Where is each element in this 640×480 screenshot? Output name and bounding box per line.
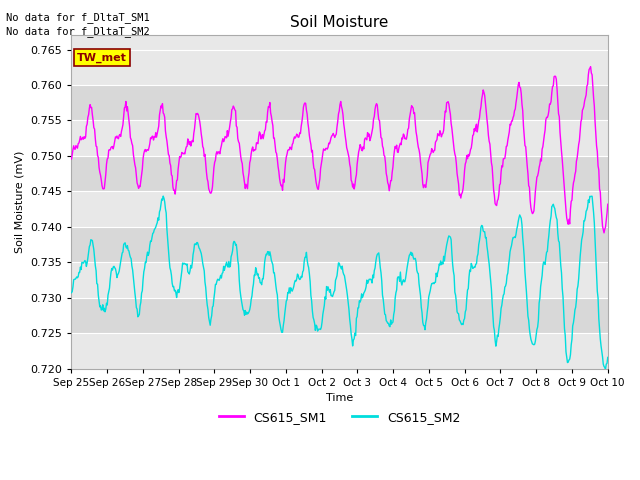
CS615_SM2 xyxy=(602,366,609,372)
CS615_SM1 xyxy=(600,230,608,236)
Bar xyxy=(72,85,608,120)
Text: No data for f_DltaT_SM2: No data for f_DltaT_SM2 xyxy=(6,26,150,37)
Text: TW_met: TW_met xyxy=(77,52,127,62)
Bar xyxy=(72,298,608,333)
Bar xyxy=(72,333,608,369)
CS615_SM1 xyxy=(68,156,76,162)
CS615_SM1 xyxy=(604,202,612,207)
CS615_SM2 xyxy=(159,193,167,199)
CS615_SM1 xyxy=(132,173,140,179)
Legend: CS615_SM1, CS615_SM2: CS615_SM1, CS615_SM2 xyxy=(214,406,465,429)
Bar xyxy=(72,227,608,262)
Bar xyxy=(72,120,608,156)
CS615_SM2 xyxy=(216,276,224,281)
Y-axis label: Soil Moisture (mV): Soil Moisture (mV) xyxy=(15,151,25,253)
Bar xyxy=(72,262,608,298)
CS615_SM1 xyxy=(215,149,223,155)
CS615_SM2 xyxy=(132,305,140,311)
Bar xyxy=(72,156,608,192)
CS615_SM1 xyxy=(187,143,195,149)
CS615_SM1 xyxy=(587,64,595,70)
CS615_SM2 xyxy=(68,290,76,296)
Line: CS615_SM2: CS615_SM2 xyxy=(72,196,608,369)
CS615_SM2 xyxy=(406,252,413,258)
CS615_SM2 xyxy=(77,267,85,273)
CS615_SM1 xyxy=(77,137,85,143)
CS615_SM2 xyxy=(421,327,429,333)
X-axis label: Time: Time xyxy=(326,393,353,403)
CS615_SM2 xyxy=(188,265,195,271)
Title: Soil Moisture: Soil Moisture xyxy=(291,15,388,30)
Bar xyxy=(72,192,608,227)
CS615_SM1 xyxy=(404,125,412,131)
CS615_SM1 xyxy=(420,182,428,188)
Text: No data for f_DltaT_SM1: No data for f_DltaT_SM1 xyxy=(6,12,150,23)
Bar xyxy=(72,49,608,85)
Line: CS615_SM1: CS615_SM1 xyxy=(72,67,608,233)
CS615_SM2 xyxy=(604,355,612,360)
